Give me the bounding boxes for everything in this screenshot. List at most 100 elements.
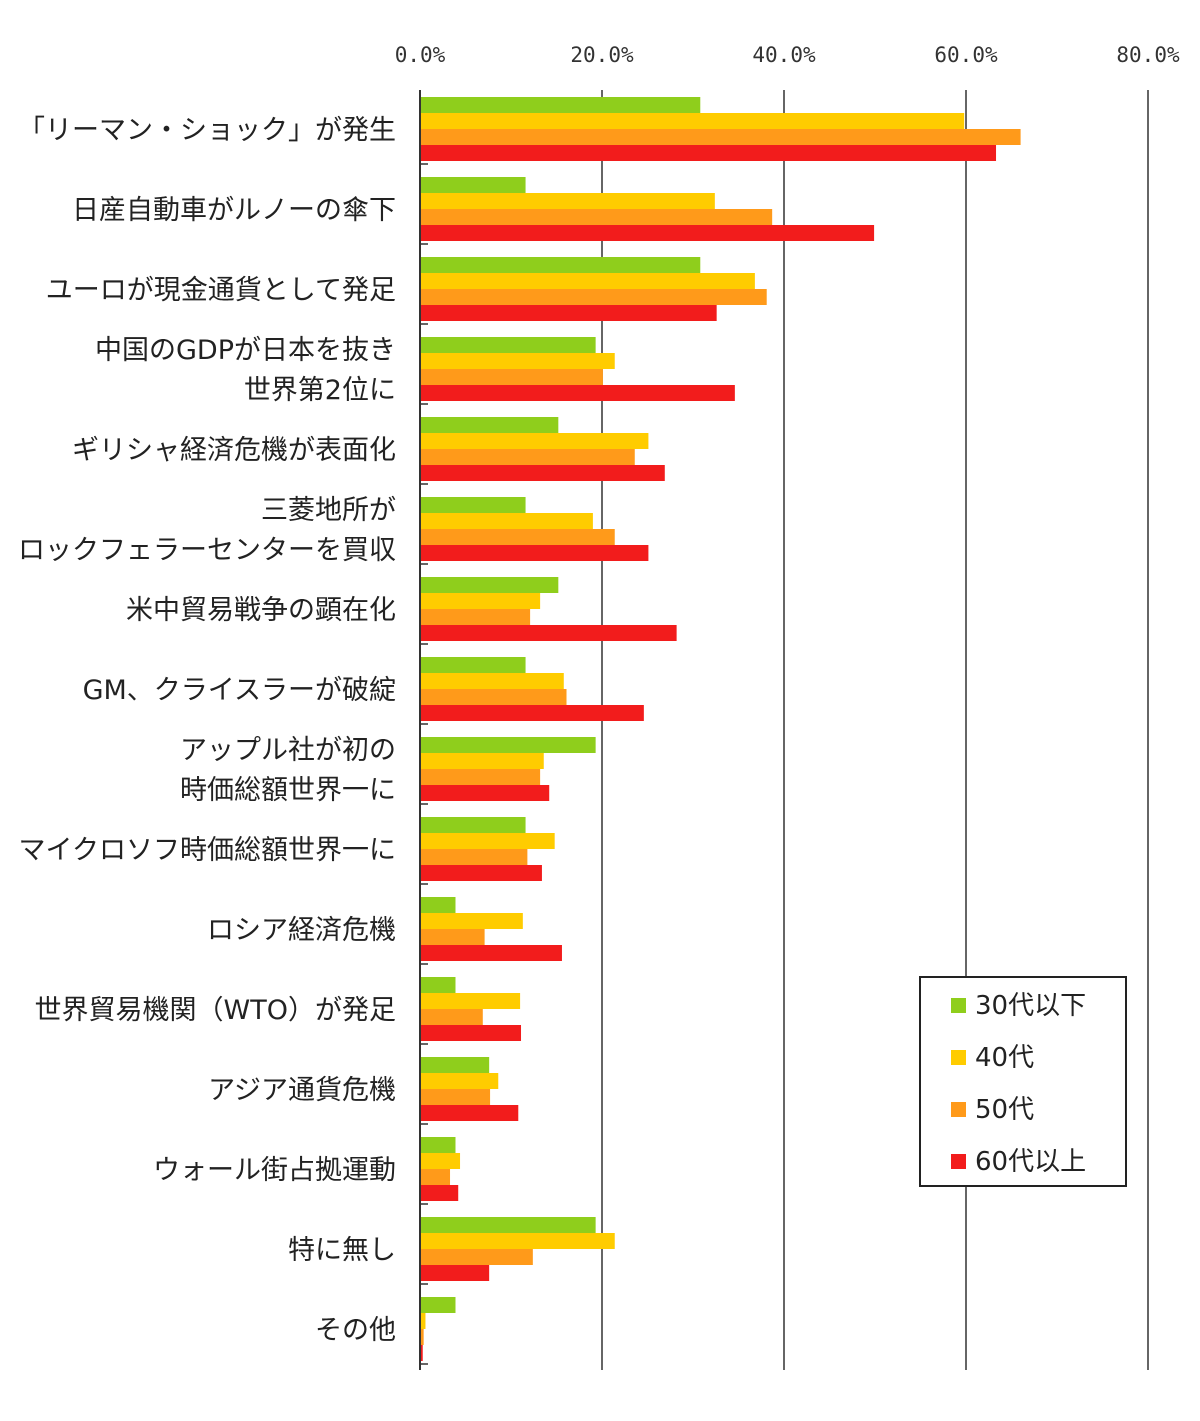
bar-4-12 <box>420 1025 522 1041</box>
bar-4-13 <box>420 1105 519 1121</box>
legend-swatch <box>951 1050 966 1065</box>
bar-1-14 <box>420 1137 456 1153</box>
legend-swatch <box>951 1154 966 1169</box>
bar-1-11 <box>420 897 456 913</box>
bar-1-9 <box>420 737 596 753</box>
bar-4-9 <box>420 785 550 801</box>
bar-1-10 <box>420 817 526 833</box>
category-label: 「リーマン・ショック」が発生 <box>18 115 396 146</box>
legend-label: 40代 <box>975 1043 1034 1073</box>
gridlines <box>601 90 1149 1370</box>
category-label: アップル社が初の <box>180 735 396 766</box>
category-label: 時価総額世界一に <box>180 775 396 806</box>
bar-2-15 <box>420 1233 615 1249</box>
bar-4-14 <box>420 1185 459 1201</box>
bar-3-14 <box>420 1169 451 1185</box>
x-axis-tick-labels: 0.0% 20.0% 40.0% 60.0% 80.0% <box>395 43 1180 67</box>
bar-2-16 <box>420 1313 426 1329</box>
bar-1-16 <box>420 1297 456 1313</box>
x-tick-label: 40.0% <box>752 43 816 67</box>
legend-label: 50代 <box>975 1095 1034 1125</box>
legend-swatch <box>951 998 966 1013</box>
bar-3-6 <box>420 529 615 545</box>
bar-3-16 <box>420 1329 424 1345</box>
bars <box>420 97 1021 1361</box>
bar-2-14 <box>420 1153 461 1169</box>
bar-3-13 <box>420 1089 491 1105</box>
bar-3-10 <box>420 849 528 865</box>
bar-3-3 <box>420 289 767 305</box>
category-label: 日産自動車がルノーの傘下 <box>72 195 396 226</box>
bar-4-11 <box>420 945 562 961</box>
category-label: 米中貿易戦争の顕在化 <box>126 595 396 626</box>
bar-1-5 <box>420 417 559 433</box>
bar-4-2 <box>420 225 875 241</box>
bar-2-9 <box>420 753 544 769</box>
bar-1-1 <box>420 97 701 113</box>
category-label: ロックフェラーセンターを買収 <box>18 535 396 566</box>
bar-3-7 <box>420 609 531 625</box>
bar-3-8 <box>420 689 567 705</box>
bar-3-1 <box>420 129 1021 145</box>
legend-label: 60代以上 <box>975 1147 1086 1177</box>
x-tick-label: 80.0% <box>1116 43 1180 67</box>
category-label: 世界貿易機関（WTO）が発足 <box>35 995 396 1026</box>
bar-4-4 <box>420 385 735 401</box>
bar-3-4 <box>420 369 603 385</box>
bar-2-8 <box>420 673 564 689</box>
category-label: 中国のGDPが日本を抜き <box>95 335 396 366</box>
bar-1-8 <box>420 657 526 673</box>
bar-4-6 <box>420 545 649 561</box>
legend-label: 30代以下 <box>975 991 1086 1021</box>
bar-3-12 <box>420 1009 483 1025</box>
bar-4-1 <box>420 145 997 161</box>
bar-3-5 <box>420 449 635 465</box>
bar-4-16 <box>420 1345 423 1361</box>
bar-1-13 <box>420 1057 490 1073</box>
bar-1-3 <box>420 257 701 273</box>
bar-2-3 <box>420 273 755 289</box>
bar-2-12 <box>420 993 521 1009</box>
category-label: ロシア経済危機 <box>207 915 396 946</box>
bar-2-11 <box>420 913 523 929</box>
category-labels: 「リーマン・ショック」が発生日産自動車がルノーの傘下ユーロが現金通貨として発足中… <box>18 115 396 1346</box>
bar-3-9 <box>420 769 541 785</box>
bar-2-1 <box>420 113 965 129</box>
bar-4-5 <box>420 465 665 481</box>
category-label: ユーロが現金通貨として発足 <box>46 275 396 306</box>
x-tick-label: 20.0% <box>570 43 634 67</box>
bar-3-11 <box>420 929 485 945</box>
category-label: ギリシャ経済危機が表面化 <box>72 435 396 466</box>
bar-2-4 <box>420 353 615 369</box>
bar-2-13 <box>420 1073 499 1089</box>
category-label: マイクロソフ時価総額世界一に <box>19 835 396 866</box>
bar-1-7 <box>420 577 559 593</box>
category-label: 三菱地所が <box>261 495 396 526</box>
bar-3-2 <box>420 209 773 225</box>
category-label: 特に無し <box>288 1235 396 1266</box>
bar-1-6 <box>420 497 526 513</box>
bar-2-5 <box>420 433 649 449</box>
category-label: アジア通貨危機 <box>208 1075 396 1106</box>
bar-4-7 <box>420 625 677 641</box>
bar-4-10 <box>420 865 542 881</box>
category-label: ウォール街占拠運動 <box>153 1155 396 1186</box>
bar-2-6 <box>420 513 593 529</box>
axes <box>419 90 428 1370</box>
bar-2-2 <box>420 193 715 209</box>
bar-4-15 <box>420 1265 490 1281</box>
x-tick-label: 0.0% <box>395 43 446 67</box>
x-tick-label: 60.0% <box>934 43 998 67</box>
bar-1-15 <box>420 1217 596 1233</box>
bar-4-8 <box>420 705 644 721</box>
bar-4-3 <box>420 305 717 321</box>
legend: 30代以下 40代 50代 60代以上 <box>919 976 1127 1187</box>
bar-3-15 <box>420 1249 533 1265</box>
bar-2-7 <box>420 593 541 609</box>
category-label: 世界第2位に <box>244 375 396 406</box>
bar-2-10 <box>420 833 555 849</box>
legend-swatch <box>951 1102 966 1117</box>
bar-1-12 <box>420 977 456 993</box>
category-label: GM、クライスラーが破綻 <box>83 675 396 706</box>
